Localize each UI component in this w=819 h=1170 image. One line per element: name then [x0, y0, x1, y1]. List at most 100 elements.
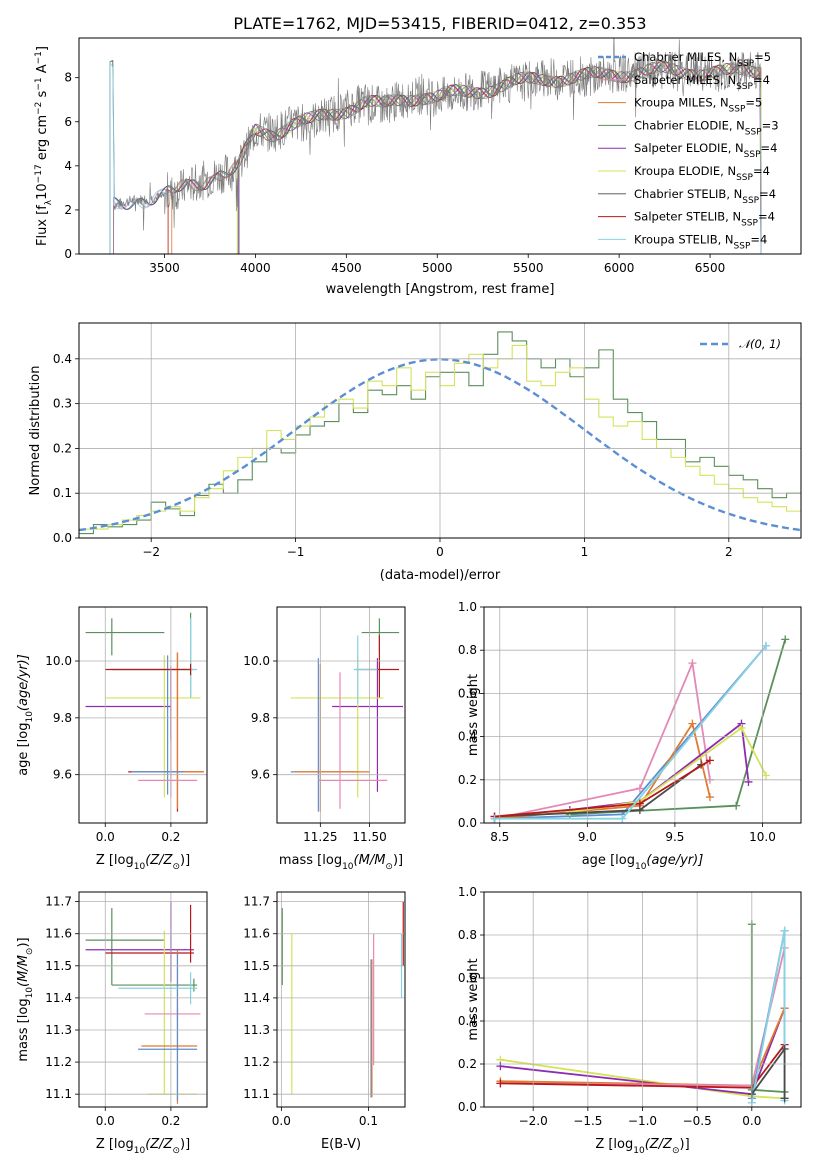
mass-vs-ebv-panel: 0.0 0.1 11.1 11.2 11.3 11.4 11.5 11.6 11.7 E(B-V) [243, 891, 406, 1152]
x-axis-label: wavelength [Angstrom, rest frame] [326, 282, 555, 297]
legend-label-part: SSP [734, 241, 751, 251]
x-tick-label: 0 [436, 545, 444, 559]
mass-vs-metallicity-panel: 0.0 0.2 11.1 11.2 11.3 11.4 11.5 11.6 11.7 Z [log… [16, 891, 208, 1156]
y-tick-label: 0.8 [458, 643, 477, 657]
axes-frame [78, 37, 802, 255]
legend-label-part: =4 [750, 232, 767, 246]
x-axis-label: age [log10(age/yr)] [582, 853, 704, 872]
y-tick-label: 11.5 [45, 959, 72, 973]
y-tick-label: 11.7 [45, 895, 72, 909]
mass-weight-marker [688, 659, 697, 668]
legend-label-part: Salpeter MILES, N [634, 73, 736, 87]
x-axis-label-part: ⊙ [672, 1146, 680, 1156]
x-tick-label: −2.0 [519, 1114, 548, 1128]
y-axis-label: mass weight [466, 958, 481, 1040]
y-tick-label: 9.8 [251, 711, 270, 725]
x-axis-label-part: ⊙ [172, 1146, 180, 1156]
axes-frame [483, 606, 802, 824]
model-spectrum-line [167, 60, 762, 254]
legend-label-part: SSP [729, 105, 746, 115]
legend-label: Salpeter ELODIE, NSSP=4 [634, 141, 777, 160]
legend-label: Kroupa ELODIE, NSSP=4 [634, 164, 770, 183]
x-axis-label-part: Z [log [595, 1137, 633, 1152]
figure-title: PLATE=1762, MJD=53415, FIBERID=0412, z=0… [233, 14, 646, 33]
plot-area [85, 612, 204, 812]
x-tick-label: 11.25 [303, 830, 337, 844]
mass-weight-marker [732, 801, 741, 810]
mass-weight-line [569, 721, 750, 811]
x-axis-label-part: mass [log [279, 853, 342, 868]
y-tick-label: 9.6 [251, 768, 270, 782]
y-axis-label-part: ] [35, 46, 50, 51]
model-spectrum-line [109, 60, 762, 254]
x-tick-label: −1.0 [628, 1114, 657, 1128]
legend-label-part: SSP [736, 173, 753, 183]
x-tick-label: 10.0 [749, 830, 776, 844]
x-axis-label: Z [log10(Z/Z⊙)] [96, 853, 190, 872]
x-tick-label: −0.5 [683, 1114, 712, 1128]
y-tick-label: 0.2 [458, 1057, 477, 1071]
model-spectrum-line [109, 60, 762, 254]
y-tick-label: 0.6 [458, 971, 477, 985]
y-axis-label-part: ⊙ [25, 948, 35, 956]
y-tick-label: 0.0 [458, 816, 477, 830]
legend-label-part: SSP [736, 82, 753, 92]
y-tick-label: 11.4 [243, 991, 270, 1005]
mass-weight-vs-age-panel: 8.5 9.0 9.5 10.0 0.0 0.2 0.4 0.6 0.8 1.0 age [log1… [458, 600, 802, 872]
axes-frame [78, 891, 208, 1108]
legend-label: Salpeter STELIB, NSSP=4 [634, 210, 775, 229]
x-tick-label: −2 [142, 545, 160, 559]
x-axis-label-part: 10 [134, 1146, 146, 1156]
y-axis-label-part: A [35, 64, 50, 77]
observed-spectrum-line [113, 38, 761, 254]
y-axis-label-part: −17 [34, 164, 44, 183]
y-tick-label: 0.2 [458, 773, 477, 787]
x-tick-label: 8.5 [490, 830, 509, 844]
legend-label-part: SSP [737, 59, 754, 69]
y-axis-label-part: λ [44, 199, 54, 205]
mass-weight-line [494, 645, 767, 820]
legend-label-part: SSP [744, 150, 761, 160]
y-tick-label: 11.4 [45, 991, 72, 1005]
x-axis-label: Z [log10(Z/Z⊙)] [595, 1137, 689, 1156]
y-axis-label-part: Flux [f [35, 205, 50, 246]
x-tick-label: 1 [581, 545, 589, 559]
x-axis-label-part: )] [680, 1137, 690, 1152]
x-axis-label: (data-model)/error [380, 568, 501, 583]
y-tick-label: 11.2 [45, 1055, 72, 1069]
x-tick-label: 5500 [513, 261, 544, 275]
y-axis-label: mass [log10(M/M⊙)] [16, 937, 35, 1061]
y-tick-label: 0.2 [53, 441, 72, 455]
legend-label-part: Salpeter STELIB, N [634, 210, 741, 224]
mass-weight-marker [780, 926, 789, 935]
axes-frame [483, 891, 802, 1108]
y-tick-label: 0.4 [458, 1014, 477, 1028]
x-tick-label: 9.0 [578, 830, 597, 844]
y-axis-label: mass weight [466, 674, 481, 756]
x-axis-label: mass [log10(M/M⊙)] [279, 853, 403, 872]
legend-label: Kroupa STELIB, NSSP=4 [634, 232, 767, 251]
x-axis-label-part: Z [log [96, 1137, 134, 1152]
y-axis-label: Flux [fλ10−17 erg cm−2 s−1 A−1] [34, 46, 54, 246]
mass-weight-vs-metallicity-panel: −2.0 −1.5 −1.0 −0.5 0.0 0.0 0.2 0.4 0.6 0.8 1.0 Z [… [458, 885, 802, 1156]
x-axis-label-part: )] [180, 1137, 190, 1152]
legend-label-part: Chabrier ELODIE, N [634, 118, 745, 132]
y-tick-label: 4 [64, 159, 72, 173]
x-tick-label: 9.5 [665, 830, 684, 844]
x-tick-label: −1 [287, 545, 305, 559]
age-vs-mass-panel: 11.25 11.50 9.6 9.8 10.0 mass [log10(M/M⊙)] [243, 606, 406, 872]
x-axis-label-part: age [log [582, 853, 635, 868]
legend-label-part: Kroupa STELIB, N [634, 232, 734, 246]
y-tick-label: 11.1 [45, 1087, 72, 1101]
axes-frame [78, 606, 208, 824]
x-axis-label-part: (Z/Z [145, 853, 173, 868]
y-tick-label: 11.1 [243, 1087, 270, 1101]
x-tick-label: 0.0 [96, 1114, 115, 1128]
x-axis-label-part: 10 [633, 1146, 645, 1156]
x-axis-label-part: )] [393, 853, 403, 868]
mass-weight-line [494, 721, 711, 820]
legend-label-part: =4 [759, 187, 776, 201]
y-tick-label: 1.0 [458, 600, 477, 614]
legend-label-part: Salpeter ELODIE, N [634, 141, 744, 155]
legend-label: 𝒩(0, 1) [739, 337, 781, 351]
